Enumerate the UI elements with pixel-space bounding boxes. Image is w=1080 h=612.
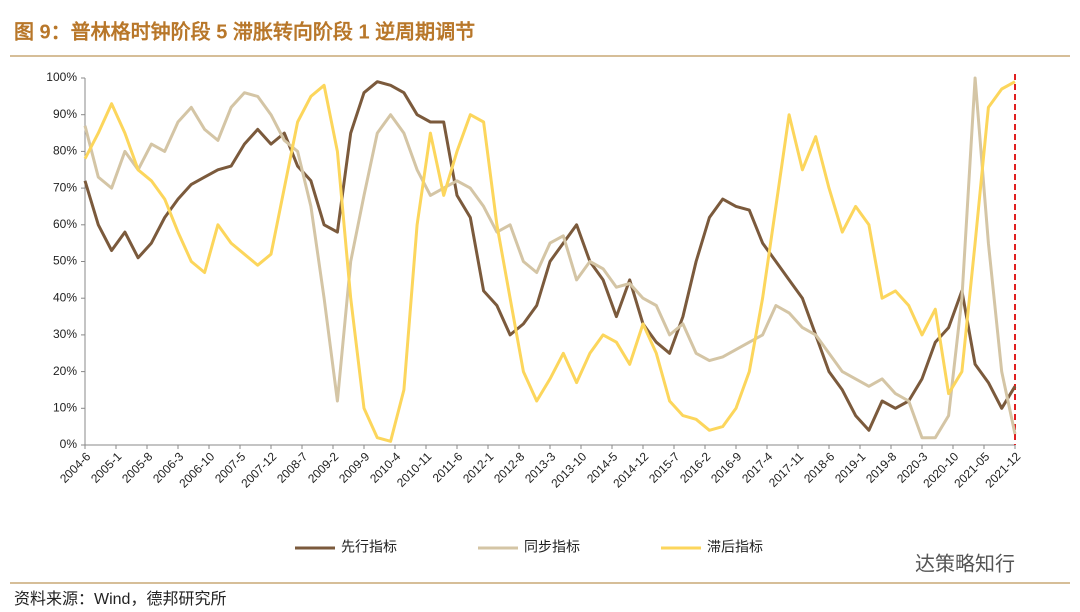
x-tick-label: 2009-9 xyxy=(336,449,373,486)
chart-title: 图 9：普林格时钟阶段 5 滞胀转向阶段 1 逆周期调节 xyxy=(14,19,475,43)
y-tick-label: 40% xyxy=(53,290,77,304)
x-tick-label: 2005-8 xyxy=(119,449,156,486)
x-tick-label: 2019-1 xyxy=(832,449,869,486)
x-tick-label: 2012-1 xyxy=(460,449,497,486)
y-tick-label: 60% xyxy=(53,217,77,231)
x-tick-label: 2014-12 xyxy=(610,449,651,490)
source: 资料来源：Wind，德邦研究所 xyxy=(14,590,226,608)
legend-label: 先行指标 xyxy=(341,539,397,555)
y-tick-label: 10% xyxy=(53,400,77,414)
x-tick-label: 2013-10 xyxy=(548,449,589,490)
x-tick-label: 2008-7 xyxy=(274,449,311,486)
y-tick-label: 80% xyxy=(53,144,77,158)
legend-label: 同步指标 xyxy=(524,539,580,555)
x-tick-label: 2009-2 xyxy=(305,449,342,486)
y-tick-label: 100% xyxy=(46,70,77,84)
y-tick-label: 50% xyxy=(53,254,77,268)
x-tick-label: 2016-2 xyxy=(677,449,714,486)
x-tick-label: 2007-12 xyxy=(238,449,279,490)
y-tick-label: 30% xyxy=(53,327,77,341)
series-line xyxy=(83,76,1017,440)
y-tick-label: 70% xyxy=(53,180,77,194)
watermark: 达策略知行 xyxy=(915,552,1015,575)
x-tick-label: 2012-8 xyxy=(491,449,528,486)
x-tick-label: 2016-9 xyxy=(708,449,745,486)
x-tick-label: 2021-12 xyxy=(982,449,1023,490)
x-tick-label: 2017-11 xyxy=(766,449,807,490)
x-tick-label: 2006-10 xyxy=(176,449,217,490)
x-tick-label: 2005-1 xyxy=(88,449,125,486)
x-tick-label: 2011-6 xyxy=(430,449,466,485)
series-line xyxy=(83,80,1017,432)
y-tick-label: 90% xyxy=(53,107,77,121)
x-tick-label: 2015-7 xyxy=(646,449,683,486)
x-tick-label: 2004-6 xyxy=(57,449,94,486)
x-tick-label: 2019-8 xyxy=(863,449,900,486)
x-tick-label: 2018-6 xyxy=(801,449,838,486)
y-tick-label: 0% xyxy=(60,437,78,451)
x-tick-label: 2010-11 xyxy=(394,449,435,490)
y-tick-label: 20% xyxy=(53,364,77,378)
legend-label: 滞后指标 xyxy=(707,539,763,555)
series-line xyxy=(83,80,1016,443)
